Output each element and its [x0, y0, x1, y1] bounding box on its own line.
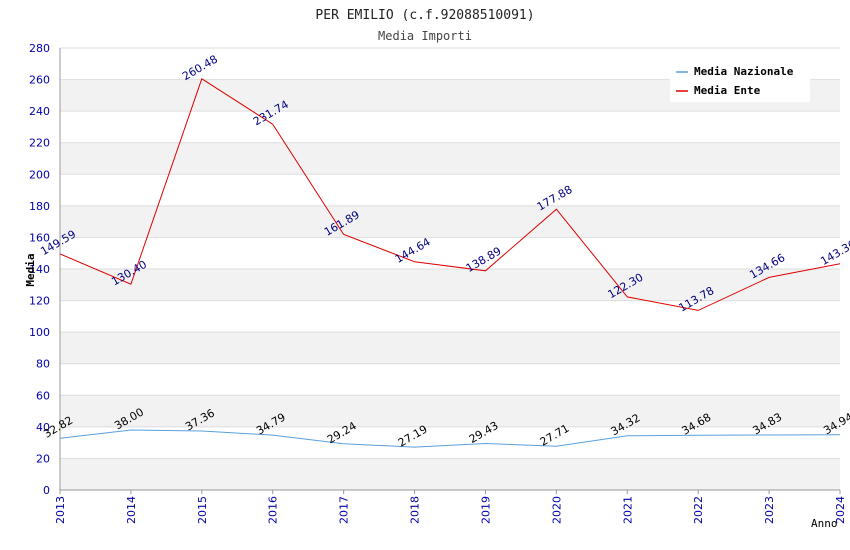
y-tick-label: 160 [29, 231, 50, 244]
x-tick-label: 2023 [763, 496, 776, 524]
x-tick-label: 2024 [834, 496, 847, 524]
band [60, 458, 840, 490]
x-axis-label: Anno [811, 517, 838, 530]
y-tick-label: 120 [29, 295, 50, 308]
data-label: 143.36 [818, 237, 850, 268]
data-label: 260.48 [180, 53, 220, 84]
y-tick-label: 240 [29, 105, 50, 118]
grid-lines [60, 47, 840, 491]
y-tick-label: 0 [43, 484, 50, 497]
y-tick-label: 200 [29, 168, 50, 181]
legend-label-media-ente: Media Ente [694, 84, 761, 97]
x-tick-label: 2020 [550, 496, 563, 524]
y-tick-label: 280 [29, 42, 50, 55]
x-tick-label: 2017 [338, 496, 351, 524]
series-lines [59, 78, 841, 448]
legend-label-media-nazionale: Media Nazionale [694, 65, 794, 78]
x-tick-label: 2022 [692, 496, 705, 524]
background-bands [60, 79, 840, 490]
y-tick-label: 260 [29, 74, 50, 87]
x-axis-ticks: 2013 2014 2015 2016 2017 2018 2019 2020 2021 2022… [54, 490, 847, 524]
y-tick-label: 20 [36, 452, 50, 465]
x-tick-label: 2013 [54, 496, 67, 524]
x-tick-label: 2019 [479, 496, 492, 524]
legend: Media Nazionale Media Ente [670, 60, 810, 102]
y-tick-label: 80 [36, 358, 50, 371]
series-line-media-ente [59, 78, 841, 311]
band [60, 142, 840, 175]
band [60, 395, 840, 427]
x-tick-label: 2015 [196, 496, 209, 524]
y-tick-label: 220 [29, 137, 50, 150]
y-axis-label: Media [24, 253, 37, 286]
series-line-media-nazionale [59, 429, 841, 448]
chart-subtitle: Media Importi [378, 29, 472, 43]
chart-title: PER EMILIO (c.f.92088510091) [315, 8, 534, 23]
band [60, 205, 840, 238]
legend-box [670, 60, 810, 102]
y-tick-label: 60 [36, 389, 50, 402]
y-tick-label: 100 [29, 326, 50, 339]
x-tick-label: 2021 [621, 496, 634, 524]
y-tick-label: 40 [36, 421, 50, 434]
data-labels: 32.82 38.00 37.36 34.79 29.24 27.19 29.43 27.71… [38, 53, 850, 450]
x-tick-label: 2014 [125, 496, 138, 524]
x-tick-label: 2018 [409, 496, 422, 524]
band [60, 332, 840, 364]
y-tick-label: 140 [29, 263, 50, 276]
y-axis-ticks: 0 20 40 60 80 100 120 140 160 180 200 220 240 260 280 [29, 42, 50, 497]
y-tick-label: 180 [29, 200, 50, 213]
x-tick-label: 2016 [267, 496, 280, 524]
band [60, 269, 840, 301]
